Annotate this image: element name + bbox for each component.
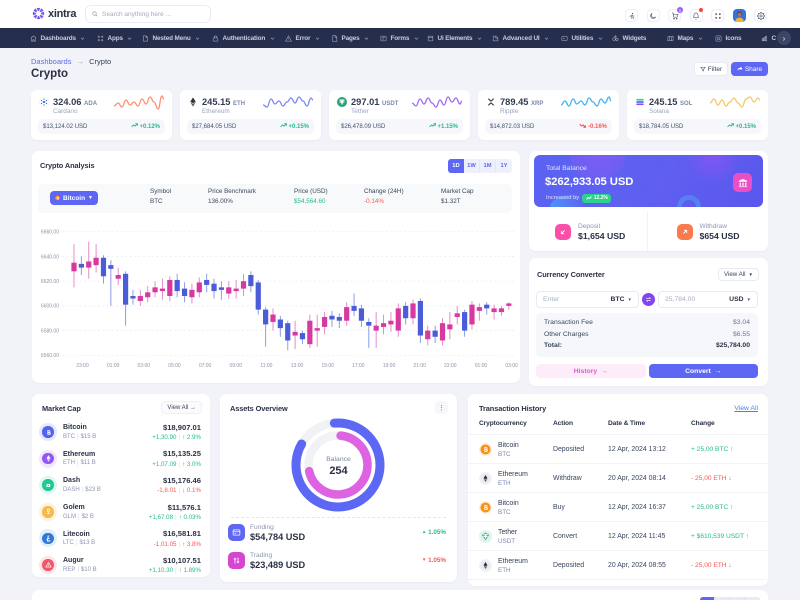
svg-text:03:00: 03:00 [138,363,151,369]
svg-text:15:00: 15:00 [321,363,334,369]
svg-text:6600.00: 6600.00 [41,304,59,310]
svg-text:6660.00: 6660.00 [41,230,59,236]
svg-text:6620.00: 6620.00 [41,279,59,285]
svg-text:05:00: 05:00 [168,363,181,369]
svg-text:07:00: 07:00 [199,363,212,369]
svg-text:09:00: 09:00 [229,363,242,369]
svg-text:17:00: 17:00 [352,363,365,369]
svg-text:13:00: 13:00 [291,363,304,369]
svg-text:23:00: 23:00 [444,363,457,369]
svg-text:6640.00: 6640.00 [41,254,59,260]
svg-text:01:00: 01:00 [475,363,488,369]
svg-text:01:00: 01:00 [107,363,120,369]
svg-text:23:00: 23:00 [76,363,89,369]
svg-text:03:00: 03:00 [505,363,518,369]
svg-text:6560.00: 6560.00 [41,353,59,359]
svg-text:21:00: 21:00 [413,363,426,369]
svg-text:6580.00: 6580.00 [41,328,59,334]
svg-text:19:00: 19:00 [383,363,396,369]
svg-text:11:00: 11:00 [260,363,272,369]
